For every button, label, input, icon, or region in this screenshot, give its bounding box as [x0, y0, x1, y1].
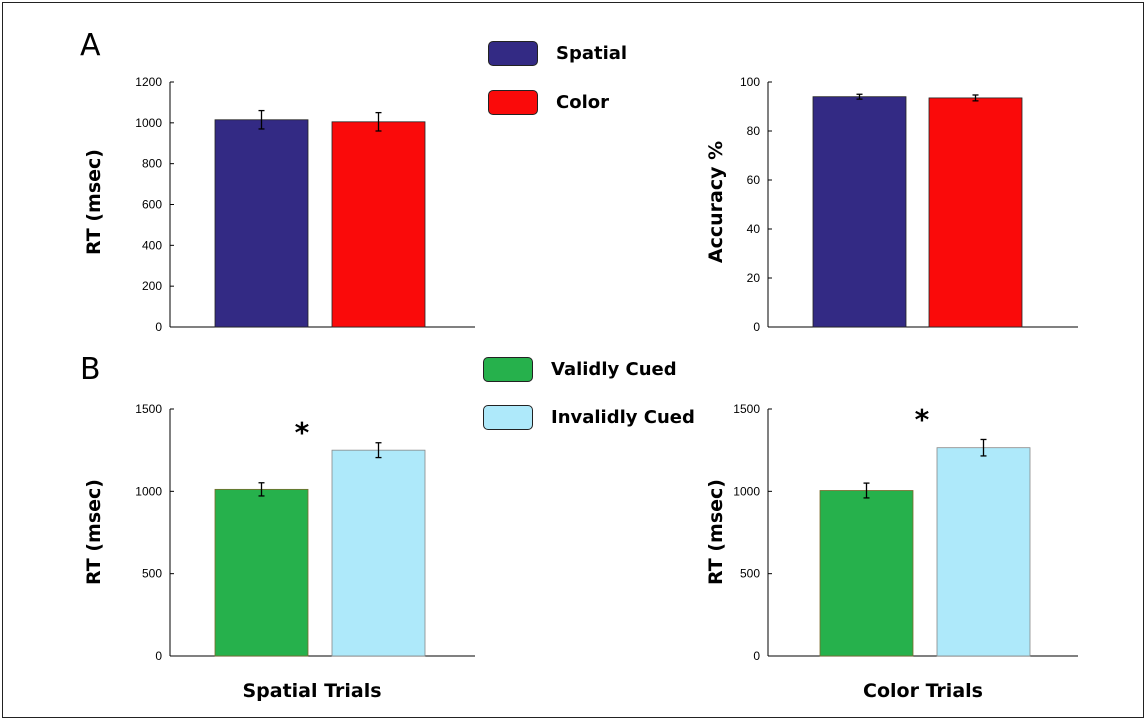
- legend-label-validly-cued: Validly Cued: [551, 358, 677, 380]
- y-tick-label: 1000: [135, 484, 162, 498]
- bar-color: [331, 121, 426, 328]
- y-tick-label: 20: [747, 271, 761, 285]
- y-tick-label: 100: [740, 75, 760, 89]
- legend-swatch-invalidly-cued: [483, 404, 533, 430]
- legend-label-invalidly-cued: Invalidly Cued: [551, 406, 695, 428]
- bar-color: [928, 97, 1023, 328]
- bar-validly-cued: [819, 490, 914, 657]
- y-tick-label: 80: [747, 124, 761, 138]
- chart-4: 0 500 1000 1500 RT (msec) Color Trials *: [705, 402, 1078, 702]
- legend-swatch-validly-cued: [483, 356, 533, 382]
- bar-invalidly-cued: [936, 447, 1031, 657]
- y-axis-label: RT (msec): [705, 479, 727, 585]
- y-tick-label: 200: [142, 279, 162, 293]
- legend-swatch-color: [488, 89, 538, 115]
- legend-label-spatial: Spatial: [556, 42, 628, 64]
- significance-marker: *: [295, 416, 310, 449]
- panel-label-b: B: [80, 352, 101, 387]
- chart-1: 0 200 400 600 800 1000 1200 RT (msec): [83, 75, 475, 334]
- bar-spatial: [812, 96, 907, 328]
- bar-validly-cued: [214, 488, 309, 657]
- legend-label-color: Color: [556, 91, 609, 113]
- chart-3: 0 500 1000 1500 RT (msec) Spatial Trials *: [83, 402, 475, 702]
- y-tick-label: 1000: [135, 116, 162, 130]
- y-axis-label: Accuracy %: [705, 141, 727, 263]
- y-tick-label: 0: [155, 320, 162, 334]
- legend-item-validly-cued: Validly Cued: [483, 354, 677, 384]
- legend-item-invalidly-cued: Invalidly Cued: [483, 402, 695, 432]
- bar-invalidly-cued: [331, 449, 426, 657]
- legend-item-spatial: Spatial: [488, 38, 627, 68]
- chart-2: 0 20 40 60 80 100 Accuracy %: [705, 75, 1078, 334]
- panel-label-a: A: [80, 28, 101, 63]
- y-tick-label: 1500: [733, 402, 760, 416]
- legend-item-color: Color: [488, 87, 609, 117]
- y-tick-label: 40: [747, 222, 761, 236]
- y-tick-label: 400: [142, 238, 162, 252]
- y-tick-label: 800: [142, 157, 162, 171]
- y-tick-label: 0: [753, 320, 760, 334]
- y-tick-label: 0: [155, 649, 162, 663]
- bar-spatial: [214, 119, 309, 328]
- y-tick-label: 1500: [135, 402, 162, 416]
- y-axis-label: RT (msec): [83, 149, 105, 255]
- y-tick-label: 500: [142, 567, 162, 581]
- y-tick-label: 600: [142, 198, 162, 212]
- x-axis-label: Spatial Trials: [242, 680, 381, 702]
- y-tick-label: 60: [747, 173, 761, 187]
- legend-swatch-spatial: [488, 40, 538, 66]
- y-tick-label: 500: [740, 567, 760, 581]
- y-tick-label: 1200: [135, 75, 162, 89]
- x-axis-label: Color Trials: [863, 680, 983, 702]
- y-tick-label: 0: [753, 649, 760, 663]
- y-axis-label: RT (msec): [83, 479, 105, 585]
- y-tick-label: 1000: [733, 484, 760, 498]
- significance-marker: *: [915, 403, 930, 436]
